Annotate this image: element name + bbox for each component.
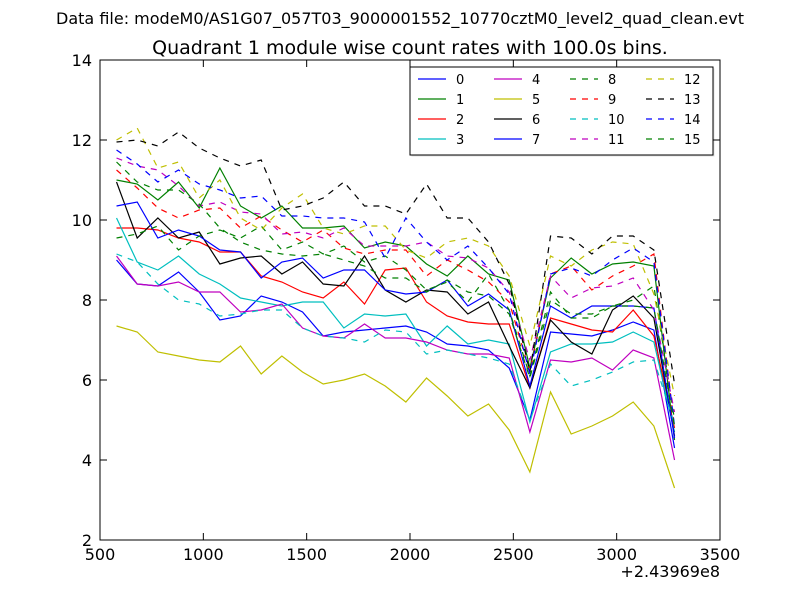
series-line-11: [116, 157, 676, 413]
y-tick-label: 10: [72, 211, 92, 230]
x-tick-label: 500: [85, 545, 116, 564]
series-line-4: [116, 255, 676, 461]
legend-label-10: 10: [608, 113, 625, 128]
legend-label-15: 15: [684, 133, 701, 148]
series-line-5: [116, 325, 676, 489]
legend-frame: [409, 66, 714, 156]
x-tick-label: 1000: [183, 545, 224, 564]
legend-label-7: 7: [532, 133, 540, 148]
legend-label-11: 11: [608, 133, 625, 148]
legend-label-3: 3: [456, 133, 464, 148]
y-tick-label: 6: [82, 371, 92, 390]
x-tick-label: 3500: [700, 545, 741, 564]
series-line-13: [116, 131, 676, 385]
series-line-6: [115, 181, 676, 437]
legend-label-4: 4: [532, 73, 540, 88]
x-offset-label: +2.43969e8: [620, 562, 720, 581]
series-line-8: [116, 225, 676, 421]
legend-label-12: 12: [684, 73, 701, 88]
series-line-0: [116, 259, 676, 449]
y-tick-label: 12: [72, 131, 92, 150]
y-tick-label: 14: [72, 51, 92, 70]
plot-lines: [115, 127, 676, 489]
legend-label-5: 5: [532, 93, 540, 108]
legend-label-2: 2: [456, 113, 464, 128]
legend-label-1: 1: [456, 93, 464, 108]
legend-label-8: 8: [608, 73, 616, 88]
series-line-7: [116, 201, 676, 439]
series-line-12: [116, 127, 676, 397]
suptitle: Data file: modeM0/AS1G07_057T03_90000015…: [56, 9, 744, 29]
x-tick-label: 2500: [493, 545, 534, 564]
series-line-10: [116, 253, 676, 425]
legend-label-9: 9: [608, 93, 616, 108]
series-line-1: [116, 166, 676, 441]
legend-label-14: 14: [684, 113, 701, 128]
series-line-2: [116, 227, 676, 429]
series-line-14: [116, 149, 676, 427]
chart-title: Quadrant 1 module wise count rates with …: [152, 37, 668, 59]
x-tick-label: 2000: [390, 545, 431, 564]
series-line-15: [116, 161, 676, 427]
legend-label-6: 6: [532, 113, 540, 128]
x-tick-label: 3000: [596, 545, 637, 564]
x-axis: 500 1000 1500 2000 2500 3000 3500: [85, 60, 741, 564]
series-line-9: [116, 169, 676, 429]
series-line-3: [115, 217, 676, 433]
legend-label-0: 0: [456, 73, 464, 88]
y-tick-label: 8: [82, 291, 92, 310]
y-tick-label: 4: [82, 451, 92, 470]
y-tick-label: 2: [82, 531, 92, 550]
legend-label-13: 13: [684, 93, 701, 108]
x-tick-label: 1500: [286, 545, 327, 564]
